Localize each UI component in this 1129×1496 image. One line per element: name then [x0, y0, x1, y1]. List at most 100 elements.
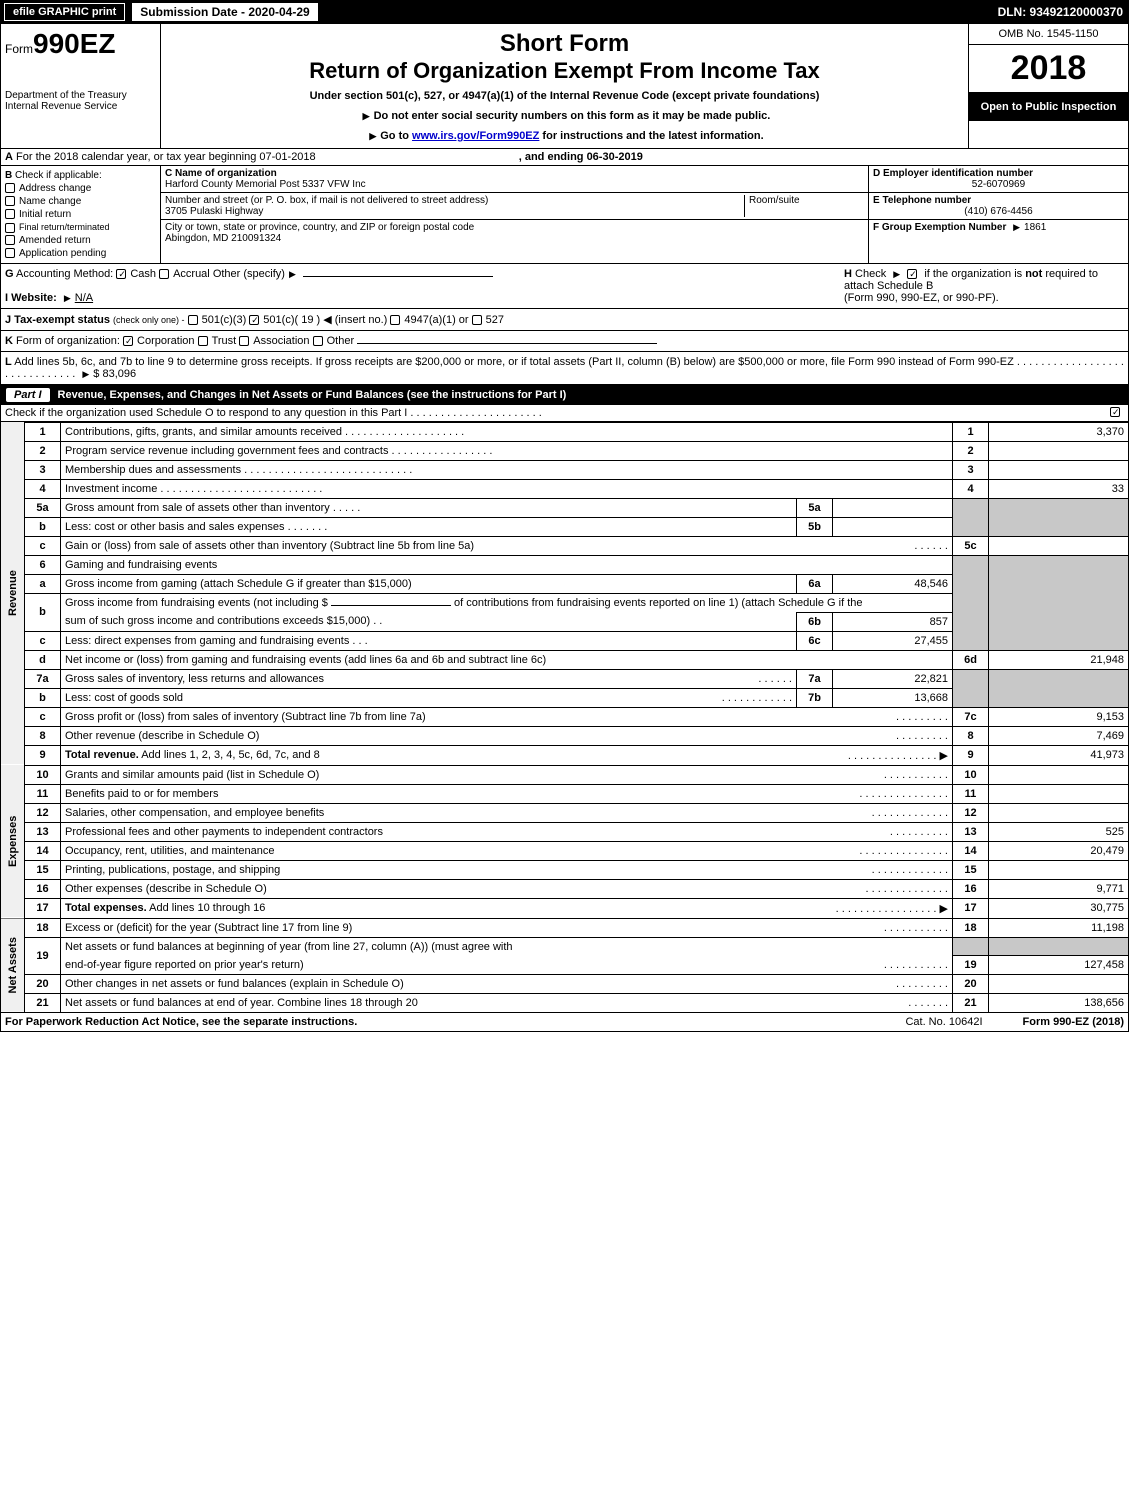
line-3-val [989, 460, 1129, 479]
line-13-desc: Professional fees and other payments to … [65, 826, 383, 838]
line-19-dots: . . . . . . . . . . . [884, 959, 948, 971]
line-15-box: 15 [953, 860, 989, 879]
section-l-text: Add lines 5b, 6c, and 7b to line 9 to de… [14, 356, 1014, 368]
efile-print-button[interactable]: efile GRAPHIC print [4, 3, 125, 21]
line-6abc-shaded-val [989, 555, 1129, 650]
checkbox-other-org[interactable] [313, 336, 323, 346]
checkbox-name-change[interactable] [5, 196, 15, 206]
section-i-label: I Website: [5, 292, 57, 304]
expenses-side-label: Expenses [1, 765, 25, 918]
open-to-public: Open to Public Inspection [969, 93, 1128, 121]
line-6b-desc-prefix: Gross income from fundraising events (no… [65, 597, 331, 609]
checkbox-527[interactable] [472, 315, 482, 325]
line-18-box: 18 [953, 918, 989, 937]
checkbox-corporation[interactable] [123, 336, 133, 346]
tax-year: 2018 [969, 45, 1128, 93]
section-k-label: K [5, 335, 13, 347]
room-suite-label: Room/suite [749, 195, 800, 206]
line-1-dots: . . . . . . . . . . . . . . . . . . . . [345, 426, 464, 438]
checkbox-application-pending[interactable] [5, 248, 15, 258]
line-6c-no: c [25, 631, 61, 650]
line-10-dots: . . . . . . . . . . . [884, 769, 948, 781]
line-20-no: 20 [25, 975, 61, 994]
return-title: Return of Organization Exempt From Incom… [167, 58, 962, 84]
irs-link[interactable]: www.irs.gov/Form990EZ [412, 130, 539, 142]
checkbox-schedule-o[interactable] [1110, 407, 1120, 417]
line-21-dots: . . . . . . . [908, 997, 948, 1009]
application-pending-label: Application pending [19, 248, 106, 259]
section-b: B Check if applicable: Address change Na… [1, 166, 161, 263]
other-org-label: Other [327, 335, 355, 347]
revenue-side-label: Revenue [1, 422, 25, 765]
name-change-label: Name change [19, 196, 81, 207]
line-7c-val: 9,153 [989, 707, 1129, 726]
other-specify-input[interactable] [303, 276, 493, 277]
line-16-box: 16 [953, 879, 989, 898]
sections-b-c-d: B Check if applicable: Address change Na… [0, 166, 1129, 264]
line-6d-desc: Net income or (loss) from gaming and fun… [65, 654, 546, 666]
line-3-dots: . . . . . . . . . . . . . . . . . . . . … [244, 464, 412, 476]
line-7b-subval: 13,668 [833, 688, 953, 707]
under-section: Under section 501(c), 527, or 4947(a)(1)… [167, 90, 962, 102]
line-2-dots: . . . . . . . . . . . . . . . . . [392, 445, 493, 457]
line-17-desc2: Add lines 10 through 16 [147, 902, 266, 914]
section-l: L Add lines 5b, 6c, and 7b to line 9 to … [0, 352, 1129, 385]
association-label: Association [253, 335, 309, 347]
checkbox-address-change[interactable] [5, 183, 15, 193]
initial-return-label: Initial return [19, 209, 71, 220]
insert-no: (insert no.) [335, 314, 388, 326]
line-19-desc2: end-of-year figure reported on prior yea… [65, 959, 304, 971]
line-19-desc: Net assets or fund balances at beginning… [65, 941, 513, 953]
dept-treasury: Department of the Treasury [5, 90, 156, 101]
other-org-input[interactable] [357, 343, 657, 344]
line-18-dots: . . . . . . . . . . . [884, 922, 948, 934]
checkbox-4947[interactable] [390, 315, 400, 325]
checkbox-501c[interactable] [249, 315, 259, 325]
address-change-label: Address change [19, 183, 91, 194]
line-5a-desc: Gross amount from sale of assets other t… [65, 502, 330, 514]
city-state-zip: Abingdon, MD 210091324 [165, 233, 281, 244]
checkbox-amended-return[interactable] [5, 235, 15, 245]
checkbox-501c3[interactable] [188, 315, 198, 325]
line-5ab-shaded-val [989, 498, 1129, 536]
line-13-no: 13 [25, 822, 61, 841]
line-6a-no: a [25, 574, 61, 593]
line-9-dots: . . . . . . . . . . . . . . . ▶ [848, 749, 948, 762]
line-18-no: 18 [25, 918, 61, 937]
line-12-val [989, 803, 1129, 822]
section-g-h: G Accounting Method: Cash Accrual Other … [0, 264, 1129, 309]
checkbox-accrual[interactable] [159, 269, 169, 279]
line-10-no: 10 [25, 765, 61, 784]
line-6b-subval: 857 [833, 612, 953, 631]
checkbox-cash[interactable] [116, 269, 126, 279]
group-exemption-label: F Group Exemption Number [873, 222, 1006, 233]
line-19-box: 19 [953, 956, 989, 975]
checkbox-trust[interactable] [198, 336, 208, 346]
omb-number: OMB No. 1545-1150 [969, 24, 1128, 45]
checkbox-association[interactable] [239, 336, 249, 346]
checkbox-initial-return[interactable] [5, 209, 15, 219]
website-value: N/A [75, 292, 93, 304]
checkbox-schedule-b[interactable] [907, 269, 917, 279]
line-6c-sub: 6c [797, 631, 833, 650]
line-7a-dots: . . . . . . [758, 673, 792, 685]
line-7ab-shaded-val [989, 669, 1129, 707]
line-6b-amount-input[interactable] [331, 605, 451, 606]
section-j-label: J Tax-exempt status [5, 314, 110, 326]
line-17-dots: . . . . . . . . . . . . . . . . . ▶ [836, 902, 948, 915]
section-h-not: not [1025, 268, 1042, 280]
ein-label: D Employer identification number [873, 168, 1033, 179]
line-5b-sub: 5b [797, 517, 833, 536]
line-10-val [989, 765, 1129, 784]
line-5c-box: 5c [953, 536, 989, 555]
checkbox-final-return[interactable] [5, 223, 15, 233]
line-7a-desc: Gross sales of inventory, less returns a… [65, 673, 324, 685]
line-7c-no: c [25, 707, 61, 726]
short-form-title: Short Form [167, 30, 962, 58]
header-left: Form990EZ Department of the Treasury Int… [1, 24, 161, 148]
paperwork-notice: For Paperwork Reduction Act Notice, see … [5, 1016, 357, 1028]
line-1-no: 1 [25, 422, 61, 441]
line-5c-dots: . . . . . . [914, 540, 948, 552]
street-address: 3705 Pulaski Highway [165, 206, 263, 217]
line-14-box: 14 [953, 841, 989, 860]
